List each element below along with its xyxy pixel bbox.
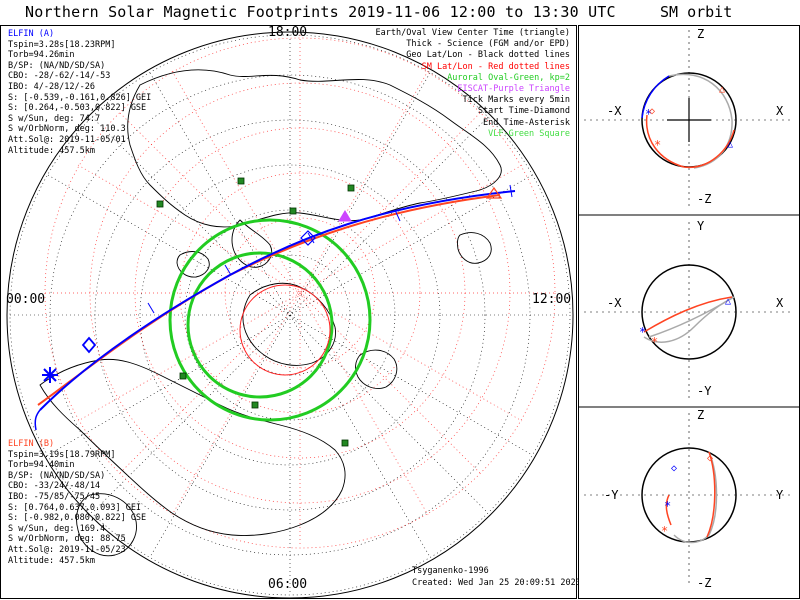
coastlines (39, 69, 502, 557)
orbit-axis-label: -Y (697, 384, 712, 398)
orbit-axis-label: Z (697, 27, 705, 41)
orbit-panel-yz: ◇ * * ◇ (584, 413, 794, 585)
elfin-b-line: S: [0.764,0.637,0.093] GEI (8, 502, 142, 513)
elfin-b-line: Altitude: 457.5km (8, 555, 95, 566)
legend-entry: Start Time-Diamond (477, 106, 570, 117)
elfin-a-line: S w/OrbNorm, deg: 110.3 (8, 124, 126, 135)
elfin-b-info: ELFIN (B) Tspin=3.19s[18.79RPM] Torb=94.… (8, 439, 146, 566)
elfin-b-line: CBO: -33/24/-48/14 (8, 481, 101, 492)
credit-model: Tsyganenko-1996 (412, 566, 489, 576)
legend-entry: Auroral Oval-Green, kp=2 (447, 72, 570, 83)
legend-entry: Thick - Science (FGM and/or EPD) (406, 39, 570, 50)
track-a (34, 190, 516, 431)
sm-orbit-title: SM orbit (660, 3, 733, 21)
elfin-b-line: B/SP: (NA/ND/SD/SA) (8, 470, 106, 481)
map-frame (6, 31, 574, 599)
vlf-square (156, 200, 164, 208)
orbit-panel-xz: * △ * ◇ △ (584, 30, 794, 210)
auroral-oval (168, 218, 372, 422)
hour-label-top: 18:00 (268, 25, 308, 40)
elfin-b-line: S w/Sun, deg: 169.4 (8, 523, 106, 534)
elfin-a-line: S: [0.264,-0.503,0.822] GSE (8, 103, 147, 114)
legend-entry: VLF-Green Square (488, 128, 570, 139)
elfin-b-line: Torb=94.40min (8, 460, 75, 471)
svg-text:*: * (651, 335, 658, 349)
sm-grid (44, 35, 556, 549)
orbit-axis-label: -X (607, 296, 622, 310)
hour-label-left: 00:00 (6, 292, 46, 307)
orbit-axis-label: Y (776, 488, 784, 502)
elfin-a-label: ELFIN (A) (8, 29, 55, 39)
elfin-a-line: Altitude: 457.5km (8, 145, 95, 156)
orbit-axis-label: -Z (697, 192, 712, 206)
vlf-square (347, 184, 355, 192)
geo-grid (9, 34, 571, 596)
legend-entry: EISCAT-Purple Triangle (457, 84, 570, 95)
polar-footprint-map (0, 25, 577, 599)
orbit-panel-xy: * * △ (584, 222, 794, 402)
svg-text:*: * (664, 499, 671, 513)
elfin-a-line: IBO: 4/-28/12/-26 (8, 81, 95, 92)
track-markers (42, 184, 513, 383)
elfin-a-line: B/SP: (NA/ND/SD/SA) (8, 60, 106, 71)
view-center-triangle (485, 186, 503, 199)
svg-text:*: * (639, 325, 646, 339)
vlf-stations (156, 177, 355, 447)
elfin-a-line: S: [-0.539,-0.161,0.826] GEI (8, 92, 152, 103)
orbit-axis-label: -Y (604, 488, 619, 502)
page-title: Northern Solar Magnetic Footprints 2019-… (25, 3, 616, 21)
svg-text:*: * (661, 524, 668, 538)
elfin-b-line: S: [-0.982,0.080,0.822] GSE (8, 513, 147, 524)
svg-text:◇: ◇ (649, 106, 655, 117)
track-diamond (300, 230, 316, 246)
svg-text:◇: ◇ (707, 453, 713, 464)
elfin-a-info: ELFIN (A) Tspin=3.28s[18.23RPM] Torb=94.… (8, 29, 151, 156)
vlf-square (341, 439, 349, 447)
svg-text:*: * (654, 138, 661, 152)
eiscat-triangle (338, 210, 352, 222)
vlf-square (179, 372, 187, 380)
orbit-axis-label: Z (697, 408, 705, 422)
elfin-a-line: S w/Sun, deg: 74.7 (8, 113, 101, 124)
orbit-axis-label: X (776, 296, 784, 310)
orbit-axis-label: X (776, 104, 784, 118)
elfin-a-line: Att.Sol@: 2019-11-05/01 (8, 134, 126, 145)
orbit-axis-label: Y (697, 219, 705, 233)
vlf-square (251, 401, 259, 409)
end-asterisk (42, 367, 58, 383)
elfin-b-line: Tspin=3.19s[18.79RPM] (8, 449, 116, 460)
orbit-axis-label: -X (607, 104, 622, 118)
svg-text:△: △ (719, 84, 725, 95)
hour-label-right: 12:00 (532, 292, 572, 307)
elfin-b-line: S w/OrbNorm, deg: 88.75 (8, 534, 126, 545)
elfin-b-label: ELFIN (B) (8, 439, 55, 449)
elfin-a-line: CBO: -28/-62/-14/-53 (8, 71, 111, 82)
legend-entry: SM Lat/Lon - Red dotted lines (421, 61, 570, 72)
svg-text:△: △ (727, 139, 733, 150)
svg-text:◇: ◇ (671, 463, 677, 474)
legend-entry: Geo Lat/Lon - Black dotted lines (406, 50, 570, 61)
elfin-a-line: Tspin=3.28s[18.23RPM] (8, 39, 116, 50)
legend-entry: Tick Marks every 5min (462, 95, 570, 106)
legend-entry: End Time-Asterisk (483, 117, 570, 128)
tick-marks (147, 184, 513, 314)
sm-orbit-panels: * △ * ◇ △ * * △ ◇ * * ◇ (578, 25, 800, 599)
orbit-axis-label: -Z (697, 576, 712, 590)
credit-created: Created: Wed Jan 25 20:09:51 2023 (412, 578, 581, 588)
elfin-b-line: Att.Sol@: 2019-11-05/23 (8, 544, 126, 555)
elfin-b-line: IBO: -75/85/-75/45 (8, 491, 101, 502)
legend-entry: Earth/Oval View Center Time (triangle) (375, 28, 570, 38)
hour-label-bottom: 06:00 (268, 577, 308, 592)
svg-text:△: △ (725, 296, 731, 307)
elfin-a-line: Torb=94.26min (8, 50, 75, 61)
start-diamond (81, 336, 97, 354)
legend: Earth/Oval View Center Time (triangle) Th… (376, 28, 570, 140)
svg-text:*: * (645, 107, 652, 121)
vlf-square (289, 207, 297, 215)
vlf-square (237, 177, 245, 185)
